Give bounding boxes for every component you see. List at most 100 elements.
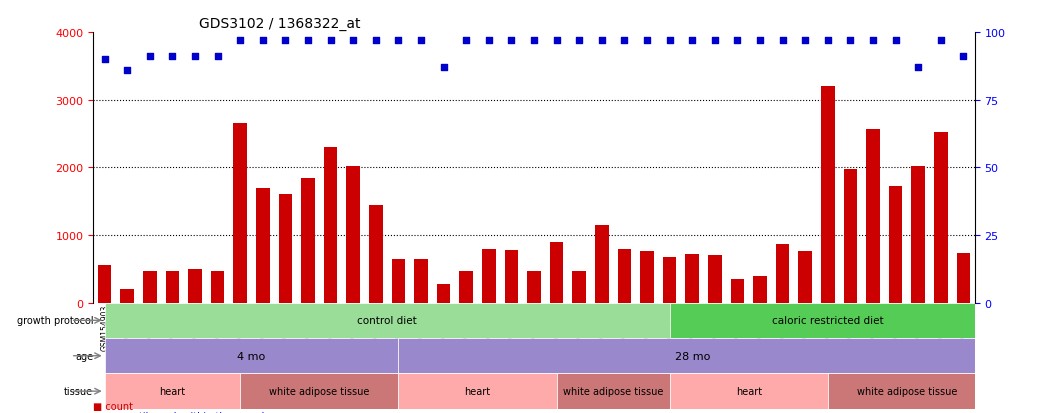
Point [819,38,836,45]
Text: 4 mo: 4 mo [237,351,265,361]
Point [842,38,859,45]
Bar [302,178,315,303]
Text: growth protocol: growth protocol [17,316,93,325]
Bar [189,269,202,303]
Bar [105,303,670,338]
Text: tissue: tissue [64,386,93,396]
Bar [670,373,828,409]
Point [345,38,362,45]
Bar [166,272,179,303]
Point [571,38,588,45]
Point [209,54,226,61]
Bar [398,338,986,373]
Bar [934,133,948,303]
Point [187,54,203,61]
Bar [731,279,745,303]
Point [413,38,429,45]
Point [232,38,249,45]
Point [910,65,927,71]
Bar [437,285,450,303]
Bar [889,187,902,303]
Point [480,38,497,45]
Bar [211,272,224,303]
Point [639,38,655,45]
Bar [776,244,789,303]
Bar [369,206,383,303]
Point [752,38,768,45]
Text: GDS3102 / 1368322_at: GDS3102 / 1368322_at [199,17,361,31]
Bar [392,259,405,303]
Point [164,54,180,61]
Bar [143,271,157,303]
Point [458,38,475,45]
Bar [527,272,541,303]
Text: heart: heart [160,386,186,396]
Bar [459,272,473,303]
Bar [957,254,971,303]
Text: 28 mo: 28 mo [675,351,710,361]
Bar [557,373,670,409]
Bar [685,254,699,303]
Bar [618,249,632,303]
Point [775,38,791,45]
Point [436,65,452,71]
Point [323,38,339,45]
Bar [844,169,858,303]
Point [662,38,678,45]
Point [955,54,972,61]
Bar [753,276,766,303]
Bar [866,130,879,303]
Text: age: age [76,351,93,361]
Bar [97,266,111,303]
Bar [670,303,986,338]
Point [684,38,701,45]
Bar [105,373,241,409]
Bar [482,249,496,303]
Bar [821,87,835,303]
Point [797,38,814,45]
Point [729,38,746,45]
Bar [256,188,270,303]
Bar [595,225,609,303]
Point [300,38,316,45]
Point [141,54,158,61]
Text: caloric restricted diet: caloric restricted diet [773,316,884,325]
Bar [233,124,247,303]
Point [254,38,271,45]
Point [503,38,520,45]
Point [367,38,384,45]
Text: white adipose tissue: white adipose tissue [270,386,369,396]
Text: heart: heart [735,386,762,396]
Text: control diet: control diet [358,316,417,325]
Bar [798,252,812,303]
Point [390,38,407,45]
Point [277,38,293,45]
Bar [505,250,518,303]
Bar [828,373,986,409]
Bar [708,256,722,303]
Text: ■ percentile rank within the sample: ■ percentile rank within the sample [93,411,271,413]
Bar [324,148,337,303]
Point [593,38,610,45]
Point [526,38,542,45]
Point [706,38,723,45]
Text: white adipose tissue: white adipose tissue [857,386,957,396]
Bar [663,257,676,303]
Bar [550,242,563,303]
Text: white adipose tissue: white adipose tissue [563,386,664,396]
Point [119,67,136,74]
Point [96,57,113,63]
Bar [346,166,360,303]
Bar [572,271,586,303]
Bar [398,373,557,409]
Bar [279,195,292,303]
Bar [640,251,654,303]
Bar [120,290,134,303]
Text: heart: heart [465,386,491,396]
Bar [105,338,398,373]
Bar [912,166,925,303]
Bar [414,259,428,303]
Text: ■ count: ■ count [93,401,134,411]
Bar [241,373,398,409]
Point [549,38,565,45]
